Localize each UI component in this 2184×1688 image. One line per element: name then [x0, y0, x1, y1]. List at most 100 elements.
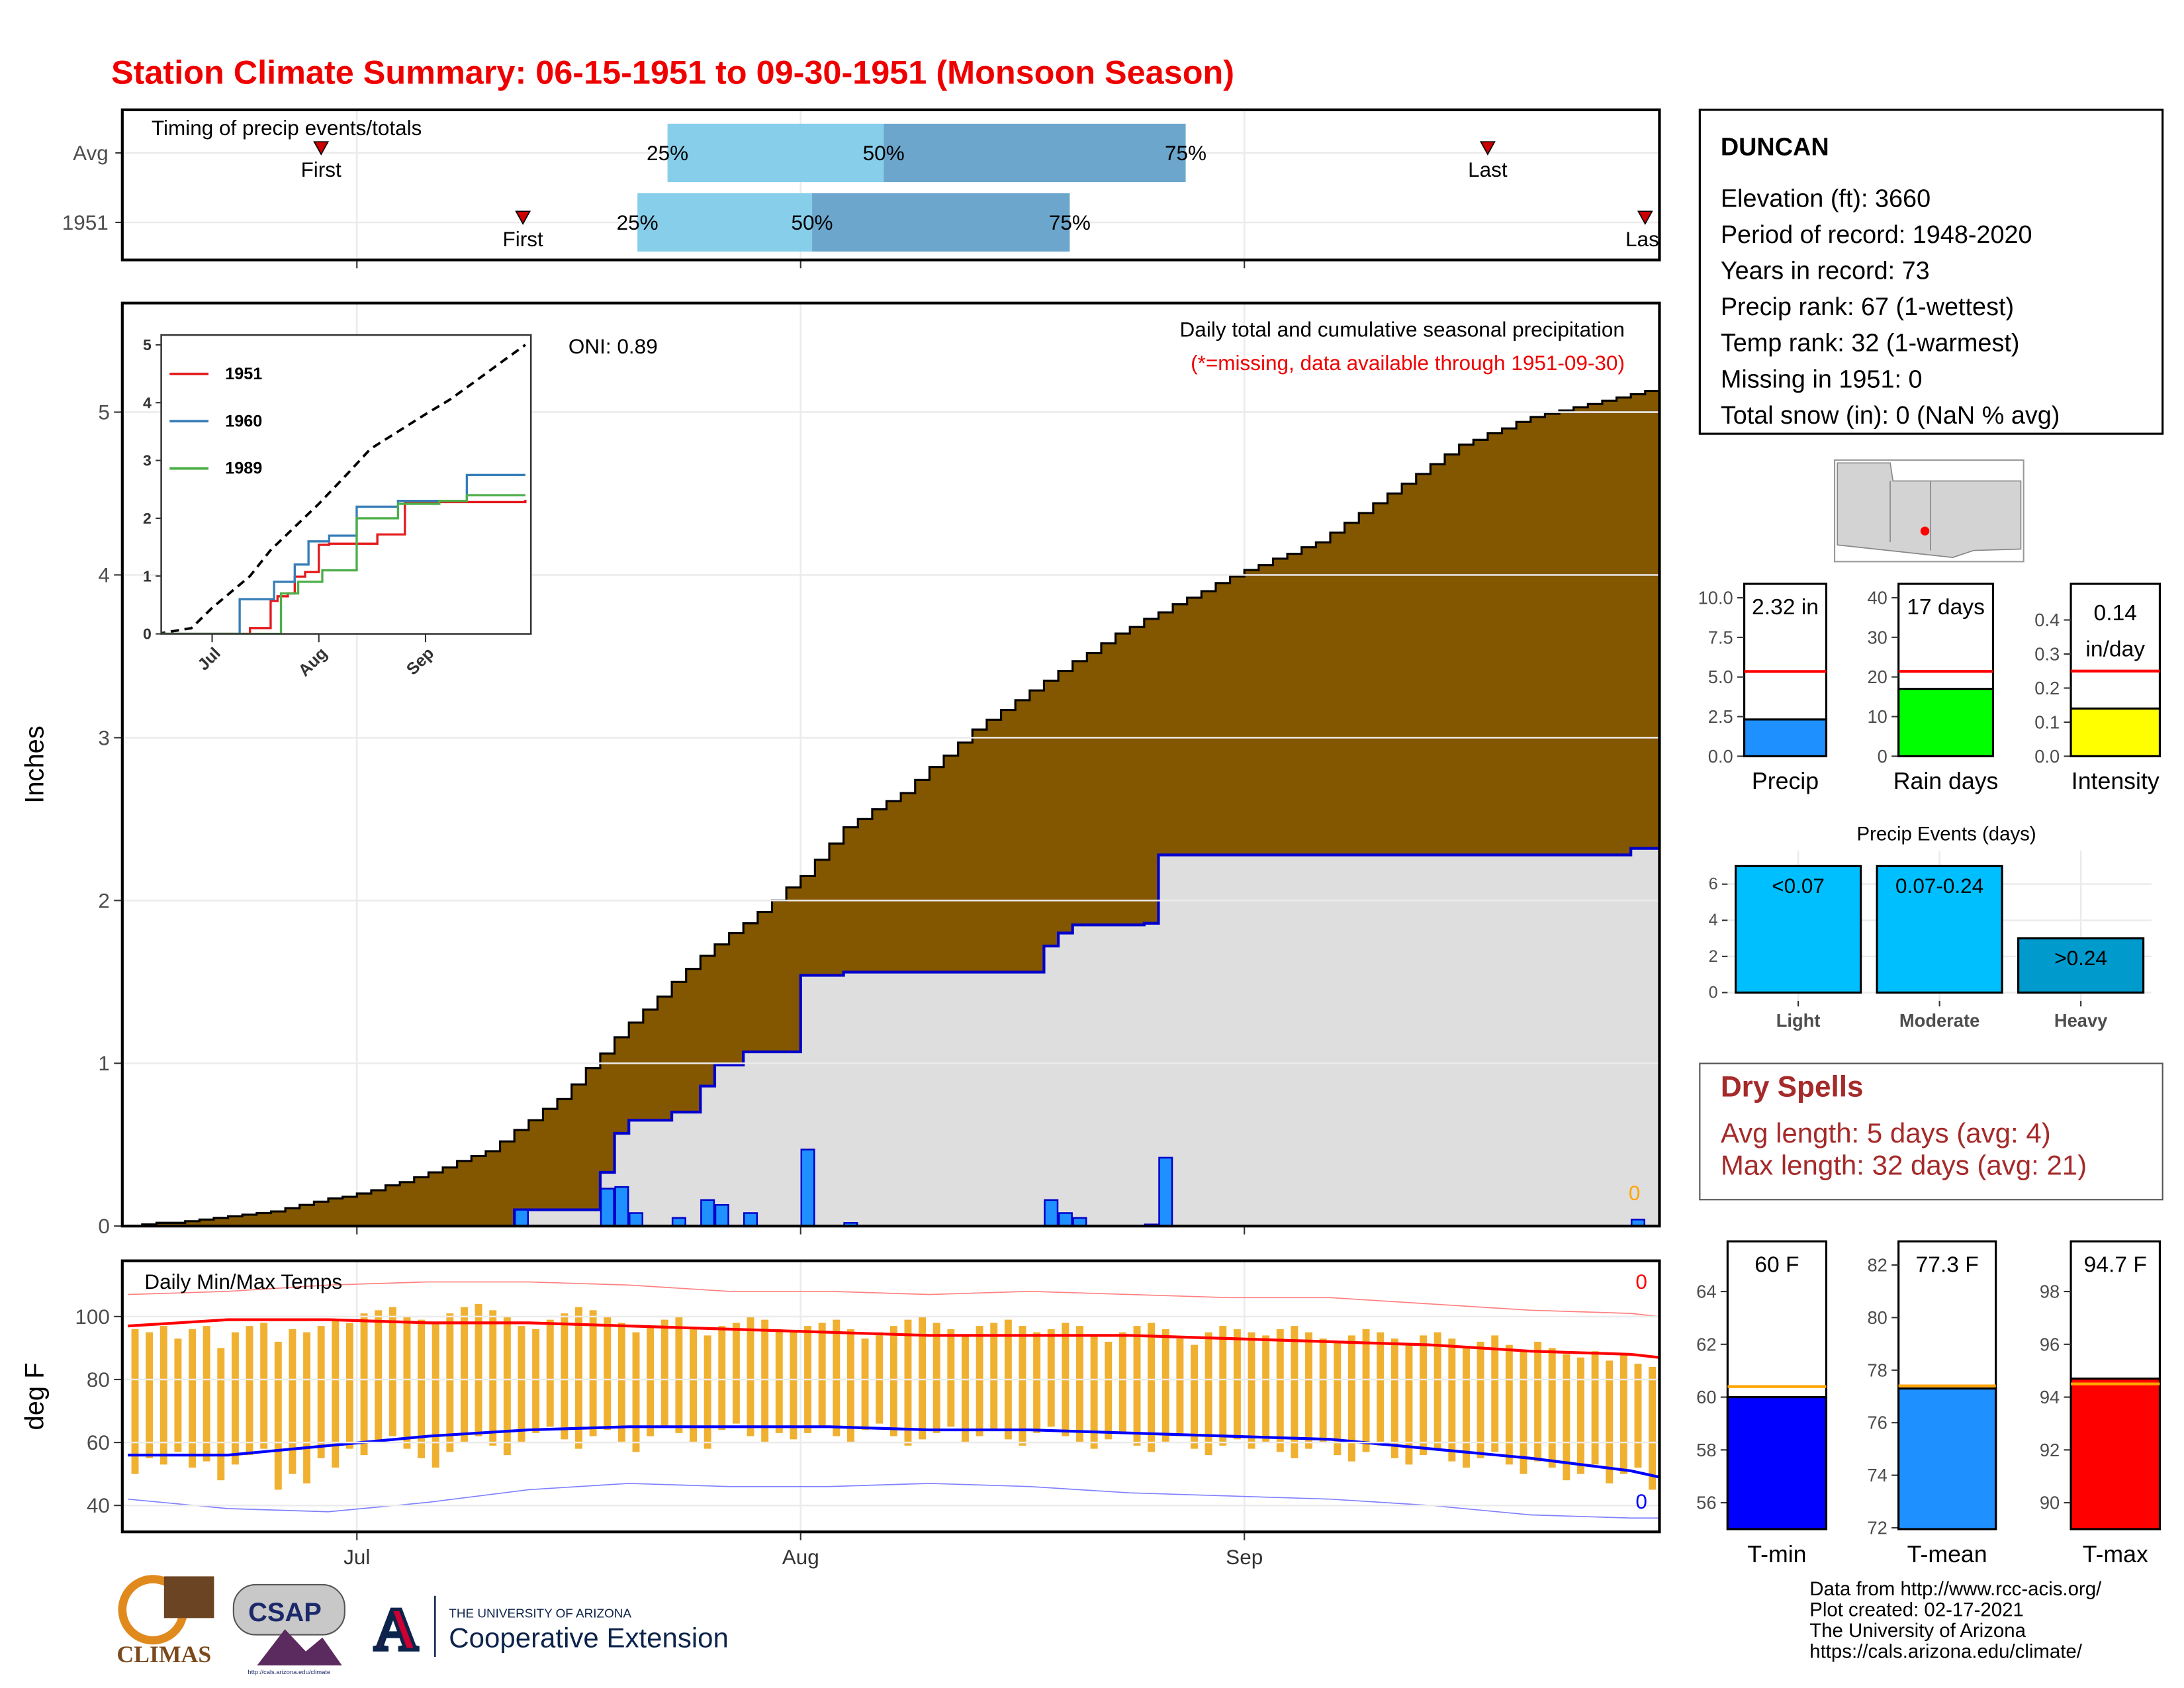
- daily-temp-bar: [1047, 1329, 1055, 1427]
- y-tick-label: 10.0: [1698, 588, 1733, 608]
- daily-temp-bar: [1191, 1344, 1198, 1449]
- y-tick-label: 2: [143, 510, 152, 527]
- y-tick-label: 74: [1867, 1465, 1887, 1485]
- legend-label: 1951: [225, 365, 262, 383]
- daily-temp-bar: [231, 1332, 239, 1465]
- station-panel: [1698, 109, 2164, 435]
- x-axis-label: T-min: [1747, 1541, 1806, 1568]
- chart-note: (*=missing, data available through 1951-…: [1191, 351, 1625, 375]
- y-tick-label: 0.3: [2034, 644, 2060, 665]
- legend-label: 1989: [225, 459, 262, 478]
- daily-temp-bar: [889, 1326, 897, 1436]
- daily-precip-bar: [600, 1188, 615, 1227]
- y-tick-label: 0.0: [2034, 746, 2060, 767]
- y-tick-label: 92: [2040, 1440, 2060, 1460]
- event-label: First: [301, 158, 341, 181]
- daily-temp-bar: [303, 1332, 311, 1483]
- csap-logo: [257, 1629, 342, 1665]
- daily-temp-bar: [1505, 1344, 1513, 1465]
- quantile-label: 75%: [1049, 211, 1091, 234]
- daily-precip-bar: [614, 1186, 629, 1227]
- y-tick-label: 3: [143, 452, 152, 469]
- daily-temp-bar: [990, 1323, 998, 1430]
- record-max-line: [128, 1281, 1660, 1317]
- y-tick-label: 4: [98, 563, 110, 586]
- daily-temp-bar: [388, 1307, 396, 1436]
- daily-precip-bar: [1158, 1156, 1173, 1227]
- arizona-a: A: [374, 1595, 418, 1663]
- value-label: 17 days: [1907, 595, 1985, 620]
- daily-temp-bar: [747, 1316, 754, 1436]
- y-tick-label: 40: [87, 1493, 110, 1517]
- daily-temp-bar: [704, 1335, 711, 1449]
- y-tick-label: 90: [2040, 1493, 2060, 1513]
- daily-temp-bar: [861, 1338, 869, 1430]
- x-axis-label: Rain days: [1893, 768, 1999, 794]
- daily-temp-bar: [1649, 1366, 1657, 1490]
- daily-temp-bar: [947, 1329, 955, 1427]
- daily-temp-bar: [1118, 1332, 1126, 1433]
- daily-temp-bar: [660, 1319, 668, 1427]
- daily-temp-bar: [976, 1326, 983, 1436]
- daily-precip-bar: [628, 1212, 644, 1227]
- daily-temp-bar: [919, 1316, 927, 1440]
- panel-title: Timing of precip events/totals: [152, 116, 422, 140]
- daily-temp-bar: [1133, 1326, 1141, 1446]
- y-tick-label: 1: [98, 1051, 110, 1075]
- y-tick-label: 62: [1696, 1334, 1716, 1354]
- bar-label: <0.07: [1772, 874, 1825, 898]
- daily-temp-bar: [1606, 1360, 1614, 1483]
- missing-count: 0: [1629, 1181, 1641, 1205]
- climas-text: CLIMAS: [116, 1641, 211, 1667]
- map-border: [1889, 481, 1931, 551]
- daily-temp-bar: [589, 1310, 597, 1436]
- daily-temp-bar: [775, 1329, 783, 1433]
- year-cumulative-line: [161, 473, 525, 634]
- daily-temp-bar: [1291, 1326, 1298, 1458]
- y-tick-label: 40: [1867, 587, 1887, 608]
- station-line: Precip rank: 67 (1-wettest): [1721, 293, 2014, 321]
- daily-temp-bar: [189, 1329, 196, 1468]
- daily-temp-bar: [532, 1329, 540, 1433]
- daily-temp-bar: [1033, 1332, 1041, 1433]
- y-tick-label: 100: [75, 1305, 110, 1329]
- x-tick-label: Light: [1776, 1010, 1821, 1031]
- y-tick-label: 96: [2040, 1334, 2060, 1354]
- credit-line: https://cals.arizona.edu/climate/: [1809, 1640, 2083, 1662]
- daily-temp-bar: [933, 1323, 940, 1433]
- daily-temp-bar: [1491, 1335, 1499, 1452]
- y-tick-label: 72: [1867, 1517, 1887, 1538]
- y-tick-label: 76: [1867, 1413, 1887, 1433]
- y-axis-title: deg F: [21, 1362, 50, 1430]
- daily-temp-bar: [246, 1326, 253, 1456]
- event-label: Last: [1625, 227, 1665, 251]
- panel-title: Precip Events (days): [1857, 823, 2036, 845]
- daily-temp-bar: [761, 1319, 769, 1443]
- daily-precip-bar: [1044, 1199, 1059, 1227]
- station-line: Years in record: 73: [1721, 257, 1930, 285]
- year-cumulative-line: [161, 499, 527, 634]
- quantile-band: [667, 123, 884, 183]
- y-tick-label: 10: [1867, 706, 1887, 727]
- y-tick-label: 0: [1878, 746, 1888, 767]
- daily-temp-bar: [1233, 1329, 1241, 1440]
- daily-temp-bar: [217, 1348, 225, 1481]
- daily-temp-bar: [1219, 1326, 1227, 1446]
- daily-precip-bar: [1058, 1212, 1073, 1227]
- x-tick-label: Aug: [782, 1545, 819, 1569]
- daily-temp-bar: [718, 1326, 726, 1430]
- daily-temp-bar: [1248, 1332, 1255, 1449]
- daily-temp-bar: [1262, 1335, 1270, 1443]
- daily-temp-bar: [260, 1323, 268, 1449]
- daily-temp-bar: [1448, 1338, 1456, 1462]
- daily-temp-bar: [1319, 1338, 1327, 1443]
- quantile-label: 75%: [1165, 141, 1206, 165]
- event-marker: [1479, 141, 1496, 156]
- daily-temp-bar: [833, 1319, 841, 1436]
- y-tick-label: 0.1: [2034, 712, 2060, 732]
- value-label: 2.32 in: [1752, 595, 1819, 620]
- cumulative-1951-area: [128, 848, 1660, 1227]
- daily-precip-bar: [800, 1149, 815, 1227]
- daily-precip-bar: [700, 1199, 715, 1227]
